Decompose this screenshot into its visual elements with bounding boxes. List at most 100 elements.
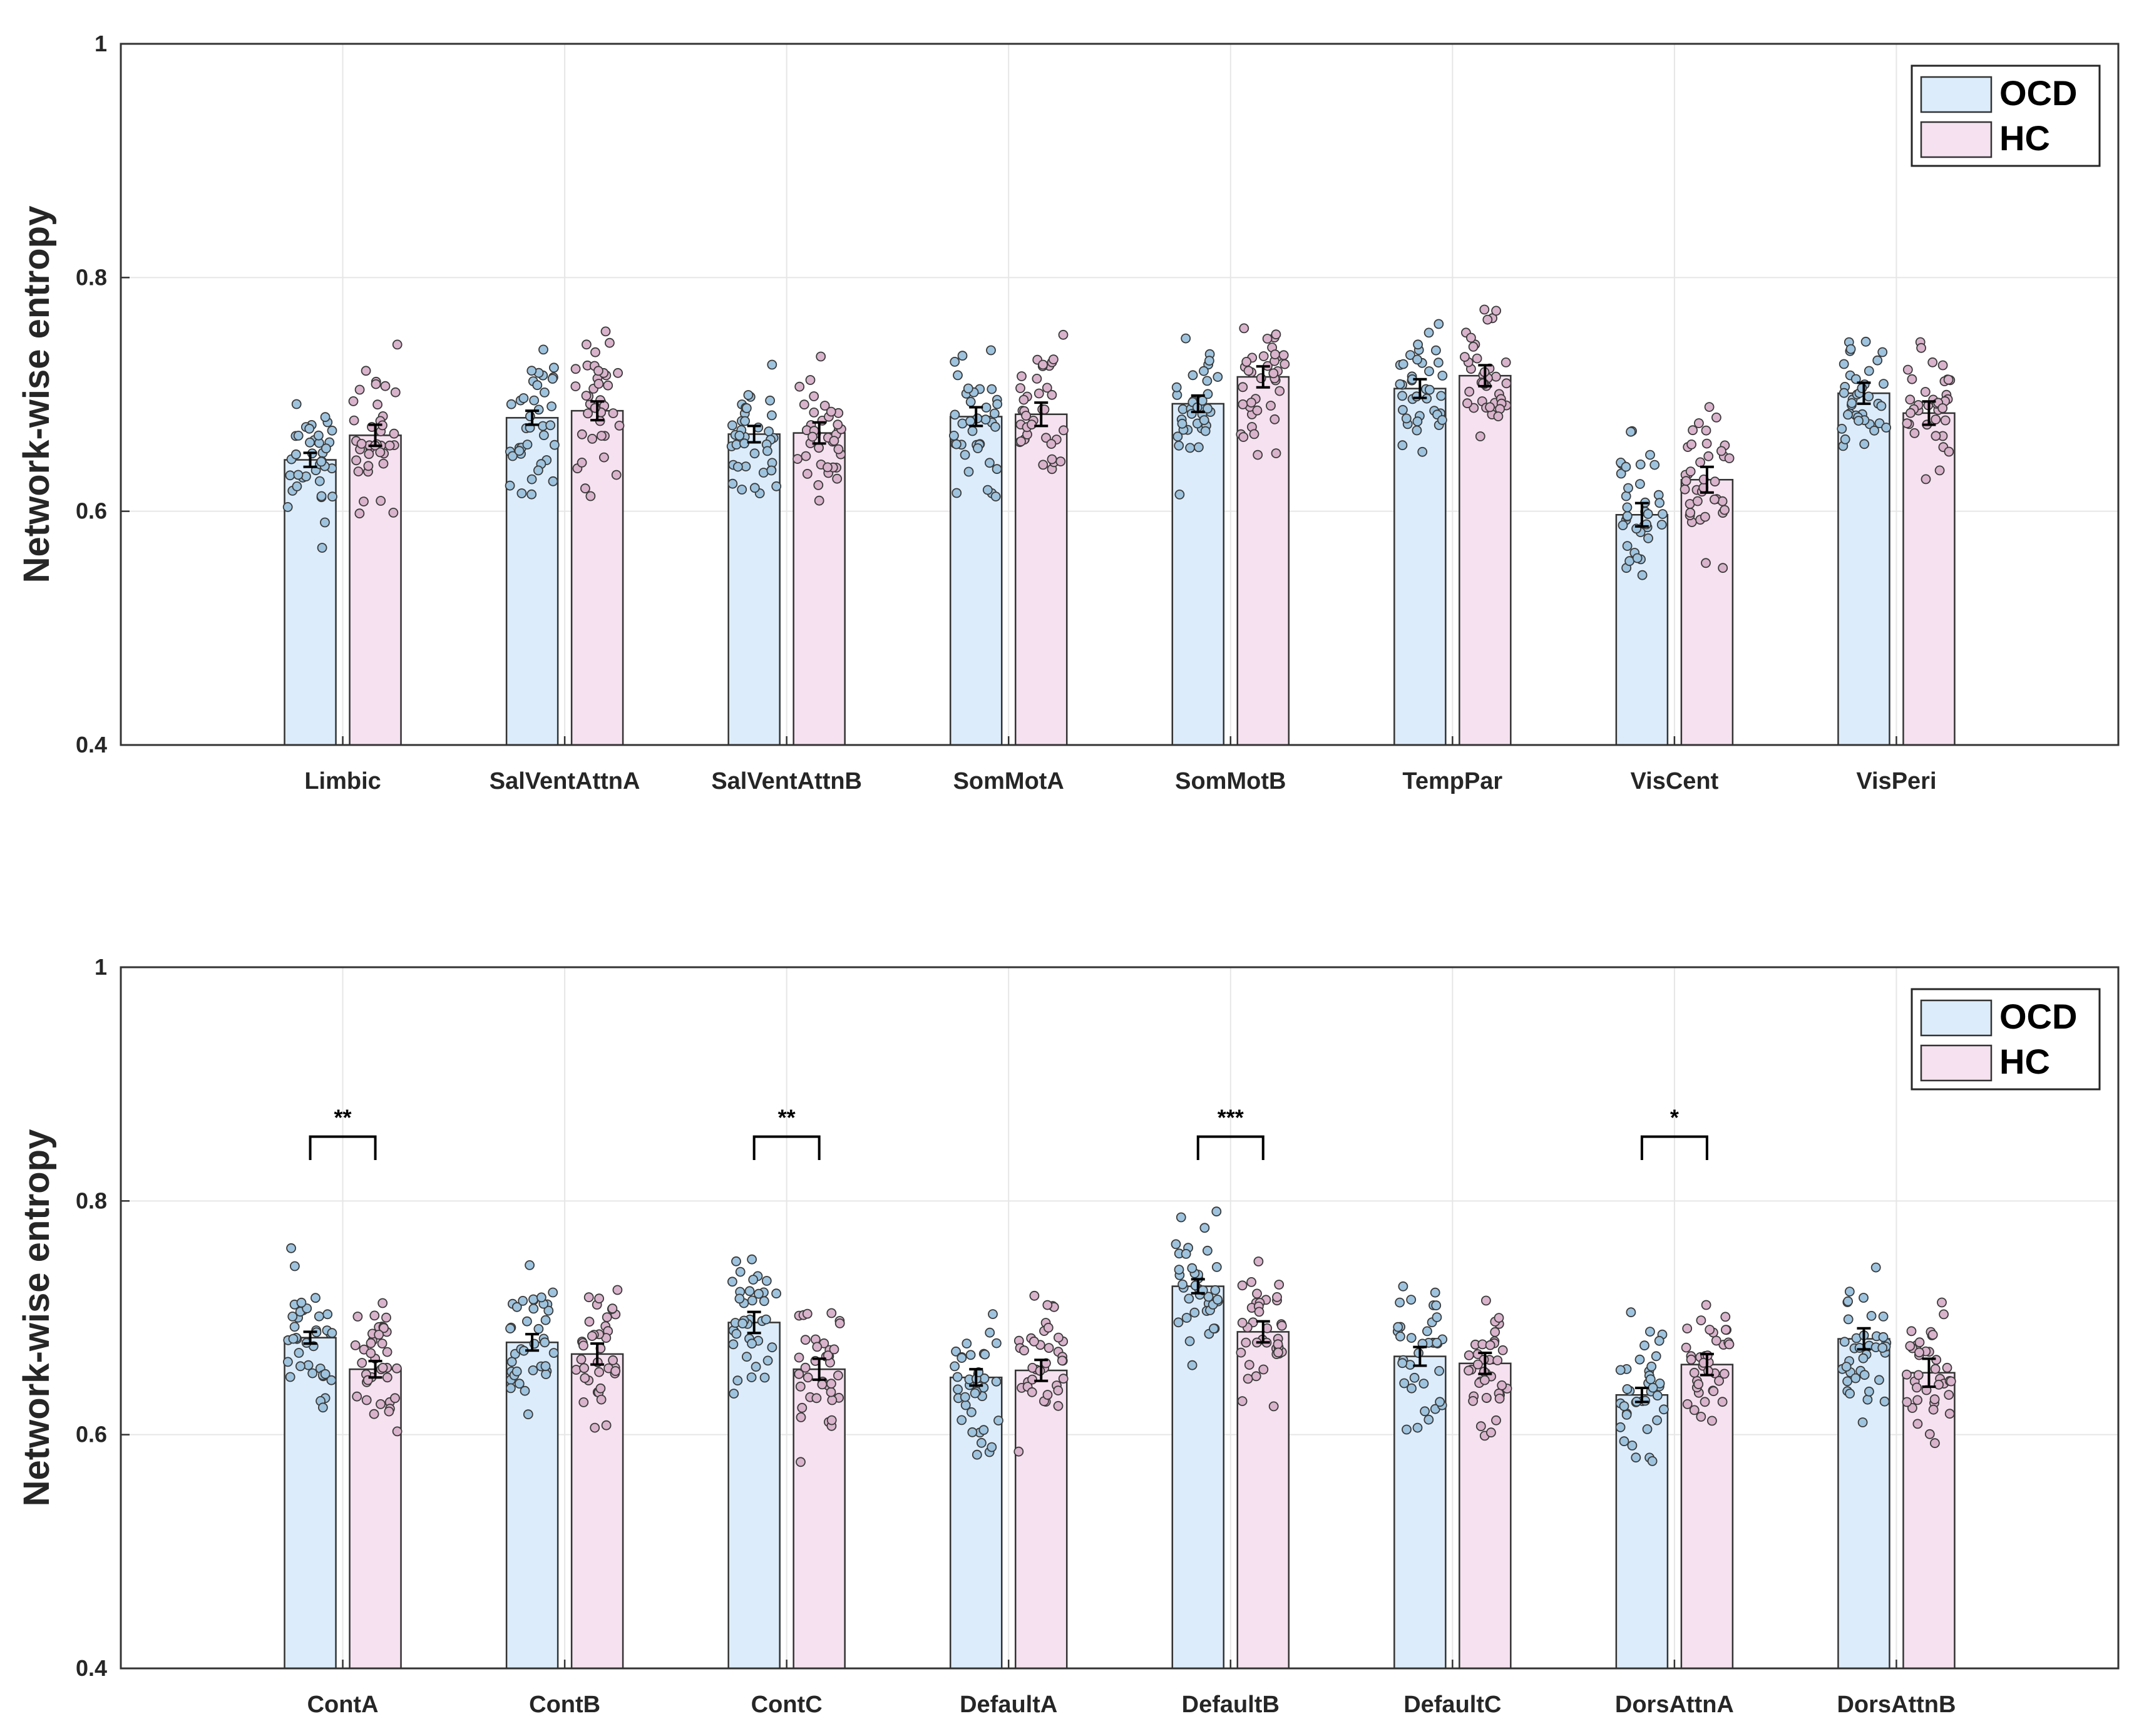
data-point bbox=[1632, 553, 1643, 563]
x-tick-label: DorsAttnA bbox=[1615, 1692, 1734, 1718]
data-point bbox=[590, 1422, 600, 1433]
bar-hc-temppar bbox=[1459, 374, 1512, 746]
data-point bbox=[1909, 428, 1920, 438]
data-point bbox=[1038, 359, 1048, 370]
data-point bbox=[1491, 1415, 1501, 1425]
data-point bbox=[748, 1275, 759, 1285]
data-point bbox=[1203, 389, 1213, 399]
data-point bbox=[357, 1358, 367, 1368]
data-point bbox=[1839, 388, 1849, 398]
data-point bbox=[1173, 1317, 1184, 1328]
data-point bbox=[1921, 474, 1931, 485]
data-point bbox=[1905, 394, 1916, 405]
data-point bbox=[1032, 374, 1042, 384]
data-point bbox=[511, 1302, 522, 1312]
data-point bbox=[1432, 1312, 1442, 1323]
data-point bbox=[990, 491, 1001, 501]
data-point bbox=[294, 1348, 304, 1358]
data-point bbox=[728, 1339, 739, 1350]
data-point bbox=[611, 470, 622, 480]
bar-ocd-salventattna bbox=[505, 417, 559, 746]
data-point bbox=[992, 1338, 1002, 1348]
data-point bbox=[356, 439, 367, 449]
data-point bbox=[321, 443, 331, 454]
data-point bbox=[1249, 429, 1259, 439]
data-point bbox=[1252, 405, 1263, 416]
data-point bbox=[1940, 415, 1951, 426]
data-point bbox=[1931, 431, 1941, 441]
data-point bbox=[761, 1276, 772, 1286]
data-point bbox=[581, 391, 592, 401]
axes-frame bbox=[120, 43, 2120, 746]
data-point bbox=[1029, 1336, 1039, 1347]
data-point bbox=[986, 345, 996, 356]
data-point bbox=[348, 396, 359, 406]
data-point bbox=[533, 465, 543, 476]
data-point bbox=[1278, 350, 1289, 361]
data-point bbox=[761, 1314, 771, 1325]
data-point bbox=[516, 488, 527, 498]
x-tick-label: Limbic bbox=[304, 768, 381, 794]
data-point bbox=[747, 1254, 757, 1265]
data-point bbox=[1905, 1341, 1916, 1352]
data-point bbox=[965, 397, 976, 407]
data-point bbox=[1914, 1337, 1925, 1348]
data-point bbox=[522, 439, 533, 449]
data-point bbox=[1934, 465, 1945, 476]
data-point bbox=[506, 1357, 517, 1367]
data-point bbox=[1422, 1326, 1432, 1337]
data-point bbox=[1862, 1394, 1873, 1405]
data-point bbox=[1704, 402, 1715, 412]
data-point bbox=[548, 476, 558, 486]
data-point bbox=[743, 390, 754, 400]
data-point bbox=[374, 1330, 384, 1340]
data-point bbox=[1236, 1347, 1246, 1358]
data-point bbox=[607, 1303, 618, 1314]
data-point bbox=[289, 1322, 300, 1332]
data-point bbox=[536, 1292, 546, 1303]
data-point bbox=[1930, 1364, 1941, 1374]
data-point bbox=[548, 1348, 559, 1358]
data-point bbox=[576, 1354, 587, 1365]
data-point bbox=[1870, 1262, 1881, 1273]
data-point bbox=[377, 1362, 388, 1373]
data-point bbox=[1397, 404, 1408, 415]
data-point bbox=[1243, 366, 1254, 376]
data-point bbox=[1241, 1337, 1251, 1348]
data-point bbox=[1405, 350, 1415, 360]
data-point bbox=[1906, 408, 1916, 418]
data-point bbox=[1682, 1399, 1693, 1409]
data-point bbox=[511, 1366, 522, 1377]
data-point bbox=[751, 1362, 761, 1372]
data-point bbox=[1720, 1325, 1731, 1335]
data-point bbox=[1237, 1317, 1248, 1328]
data-point bbox=[327, 491, 337, 502]
data-point bbox=[1643, 533, 1653, 543]
data-point bbox=[610, 1366, 621, 1376]
data-point bbox=[1034, 388, 1044, 399]
data-point bbox=[985, 1327, 995, 1338]
significance-label: ** bbox=[778, 1105, 796, 1131]
data-point bbox=[765, 395, 775, 406]
data-point bbox=[1701, 1300, 1711, 1310]
data-point bbox=[767, 410, 777, 421]
data-point bbox=[952, 439, 962, 449]
data-point bbox=[747, 1295, 757, 1306]
data-point bbox=[816, 351, 826, 362]
data-point bbox=[289, 1261, 300, 1271]
data-point bbox=[1701, 558, 1711, 568]
data-point bbox=[795, 1381, 806, 1392]
data-point bbox=[1401, 413, 1412, 424]
data-point bbox=[1681, 1342, 1691, 1353]
data-point bbox=[1902, 364, 1913, 375]
bar-hc-conta bbox=[349, 1368, 402, 1670]
data-point bbox=[1272, 1292, 1282, 1302]
data-point bbox=[322, 1309, 333, 1320]
data-point bbox=[1424, 384, 1435, 395]
data-point bbox=[985, 458, 995, 468]
significance-bracket bbox=[752, 1135, 821, 1160]
data-point bbox=[288, 1333, 299, 1344]
data-point bbox=[1254, 1307, 1264, 1317]
data-point bbox=[1649, 460, 1660, 470]
data-point bbox=[578, 1340, 588, 1351]
